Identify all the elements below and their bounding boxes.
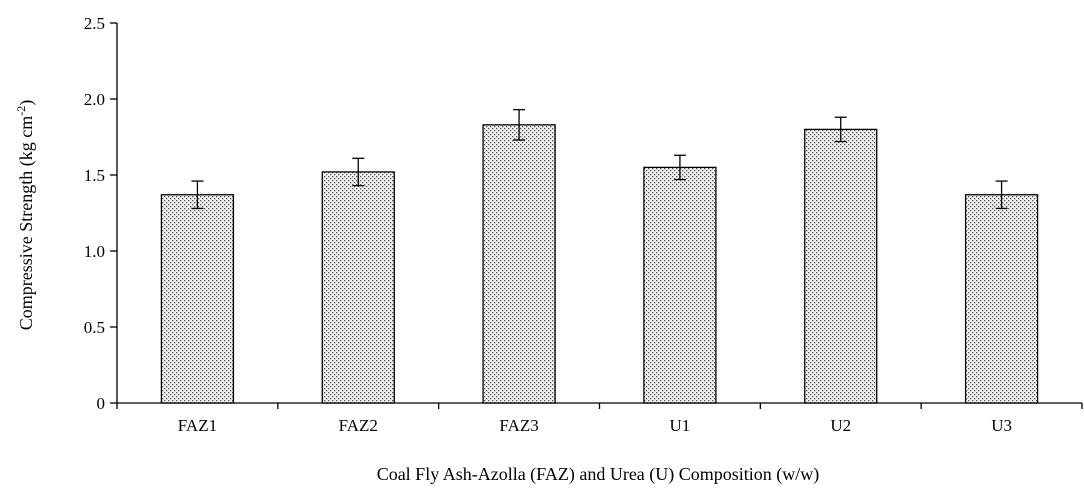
y-tick-label: 2.5 <box>84 14 105 33</box>
x-tick-label-u1: U1 <box>670 416 691 435</box>
x-axis-title: Coal Fly Ash-Azolla (FAZ) and Urea (U) C… <box>377 464 820 485</box>
bar-faz3 <box>482 124 556 404</box>
plot-area: 0 0.5 1.0 1.5 2.0 2.5 FAZ1 FAZ2 FAZ3 U1 U2 U3 <box>84 14 1083 435</box>
bar-u3 <box>964 194 1039 404</box>
bar-faz1 <box>160 194 235 404</box>
y-tick-label: 2.0 <box>84 90 105 109</box>
bar-u1 <box>643 166 717 404</box>
y-tick-label: 1.5 <box>84 166 105 185</box>
y-axis-title-main: Compressive Strength (kg cm <box>16 116 37 330</box>
y-axis-title: Compressive Strength (kg cm-2) <box>14 100 37 330</box>
y-axis-title-superscript: -2 <box>14 106 28 116</box>
x-tick-label-faz1: FAZ1 <box>178 416 217 435</box>
x-tick-label-faz3: FAZ3 <box>499 416 538 435</box>
y-axis-title-end: ) <box>16 100 37 106</box>
x-tick-label-faz2: FAZ2 <box>339 416 378 435</box>
y-tick-label: 0 <box>97 394 106 413</box>
bar-faz2 <box>321 171 395 404</box>
x-tick-label-u2: U2 <box>830 416 851 435</box>
x-tick-label-u3: U3 <box>991 416 1012 435</box>
bar-u2 <box>804 128 878 404</box>
y-tick-label: 1.0 <box>84 242 105 261</box>
y-tick-label: 0.5 <box>84 318 105 337</box>
